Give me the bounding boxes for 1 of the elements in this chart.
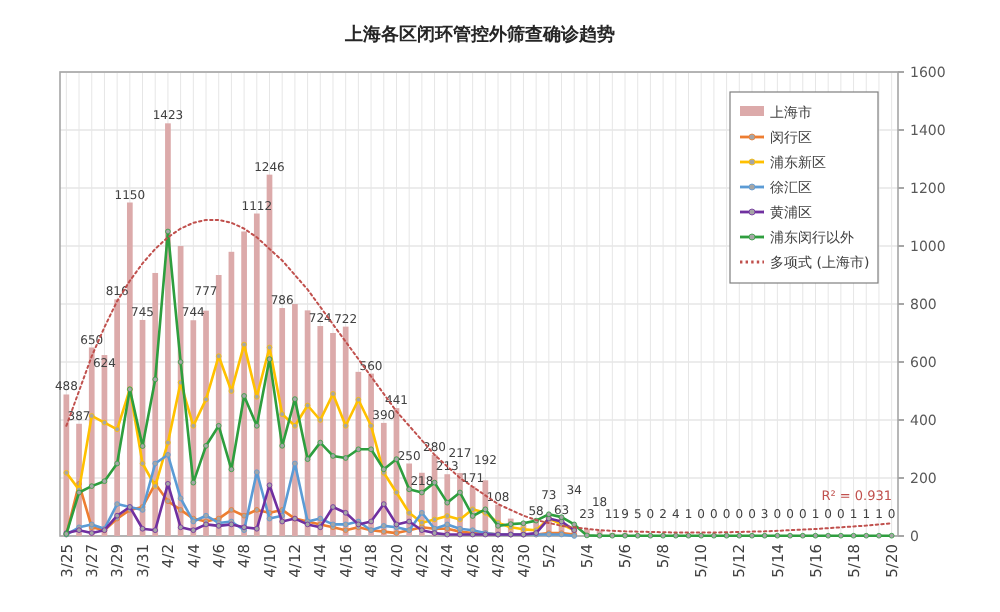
chart-title: 上海各区闭环管控外筛查确诊趋势 bbox=[343, 24, 615, 46]
